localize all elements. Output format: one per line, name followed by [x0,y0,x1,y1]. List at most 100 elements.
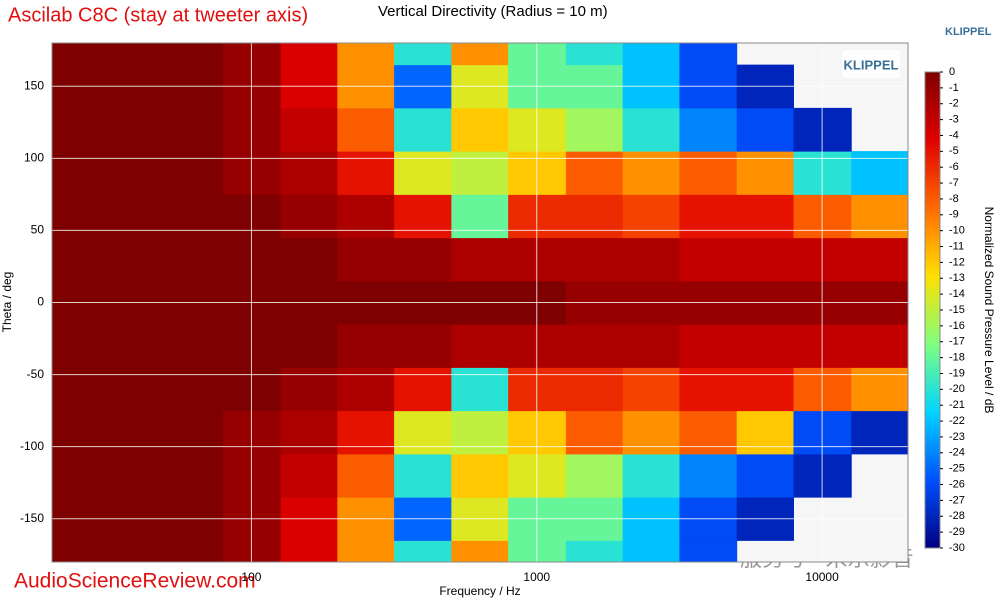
logo-box [842,50,900,78]
heat-cell [394,194,452,239]
colorbar-tick-label: -7 [949,177,959,189]
colorbar-tick-label: -23 [949,431,965,443]
heat-cell [622,367,680,412]
heat-cell [337,43,395,66]
heat-cell [52,107,110,152]
heat-cell [52,324,110,368]
heat-cell [565,151,624,195]
heat-cell [337,237,395,282]
heat-cell [52,237,110,282]
heat-cell [52,410,110,455]
heat-cell [108,540,167,563]
heat-cell [736,410,794,455]
heat-cell [394,237,452,282]
colorbar-tick-label: -6 [949,161,959,173]
y-tick-label: -150 [20,511,44,525]
heat-cell [451,151,509,195]
heat-cell [280,410,338,455]
y-tick-label: -50 [27,367,45,381]
heat-cell [280,194,338,239]
x-tick-label: 100 [241,570,261,584]
chart-title: Ascilab C8C (stay at tweeter axis) [8,4,308,26]
heat-cell [337,151,395,195]
heat-cell [337,194,395,239]
heat-cell [622,151,680,195]
y-tick-label: -100 [20,439,44,453]
y-tick-label: 50 [31,223,45,237]
plot-frame [51,42,909,563]
heat-cell [679,540,738,563]
heat-cell [280,324,338,368]
colorbar-tick-label: -19 [949,367,965,379]
colorbar-tick-label: -4 [949,129,959,141]
heat-cell [337,453,395,498]
heat-cell [736,237,794,282]
heat-cell [736,194,794,239]
heat-cell [679,237,738,282]
heat-cell [394,324,452,368]
colorbar-tick-label: -29 [949,526,965,538]
heat-cell [394,367,452,412]
heat-cell [52,453,110,498]
heat-cell [394,151,452,195]
heat-cell [52,194,110,239]
heat-cell [679,151,738,195]
colorbar-tick-label: -13 [949,272,965,284]
heat-cell [451,194,509,239]
heat-cell [622,43,680,66]
heat-cell [280,540,338,563]
colorbar-tick-label: -21 [949,399,965,411]
y-tick-label: 0 [37,295,44,309]
heat-cell [394,410,452,455]
heat-cell [622,237,680,282]
heat-cell [108,237,167,282]
colorbar-tick-label: -30 [949,542,965,554]
heat-cell [280,237,338,282]
heat-cell [166,237,224,282]
heat-cell [736,453,794,498]
heat-cell [736,324,794,368]
heat-cell [851,151,909,195]
colorbar-tick-label: -26 [949,478,965,490]
heat-cell [166,410,224,455]
logo: KLIPPEL [844,57,899,72]
heat-cell [108,453,167,498]
heat-cell [451,367,509,412]
heat-cell [108,107,167,152]
heat-cell [679,107,738,152]
heat-cell [108,194,167,239]
heat-cell [280,367,338,412]
heat-cell [679,324,738,368]
colorbar-tick-label: -22 [949,415,965,427]
x-axis-label: Frequency / Hz [439,584,520,598]
heat-cell [736,107,794,152]
heat-cell [451,540,509,563]
heat-cell [622,453,680,498]
heat-cell [394,43,452,66]
heat-cell [851,410,909,455]
heat-cell [52,540,110,563]
colorbar-tick-label: -27 [949,494,965,506]
heat-cell [394,540,452,563]
colorbar-tick-label: -11 [949,240,964,252]
heat-cell [451,453,509,498]
heat-cell [851,237,909,282]
heat-cell [565,540,624,563]
heat-cell [565,367,624,412]
colorbar [924,71,941,549]
x-tick-label: 10000 [805,570,839,584]
heat-cell [565,453,624,498]
heat-cell [337,107,395,152]
heat-cell [337,540,395,563]
y-tick-label: 100 [24,151,44,165]
heat-cell [451,43,509,66]
colorbar-tick-label: -24 [949,447,965,459]
colorbar-tick-label: -14 [949,288,965,300]
heat-cell [565,324,624,368]
colorbar-tick-label: -15 [949,304,965,316]
heat-cell [108,410,167,455]
heat-cell [108,367,167,412]
heat-cell [337,324,395,368]
heat-cell [280,43,338,66]
